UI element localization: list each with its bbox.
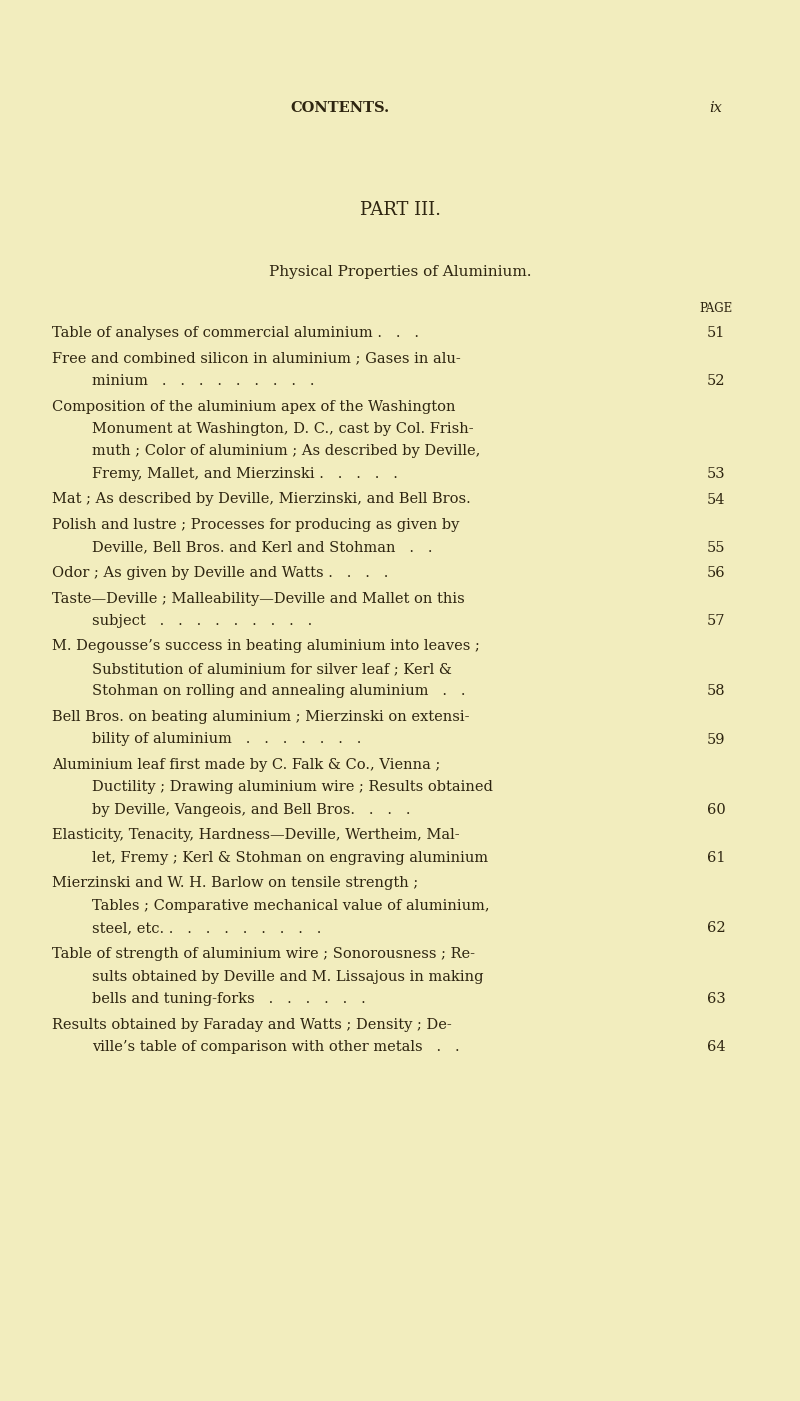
Text: 54: 54: [706, 493, 726, 507]
Text: sults obtained by Deville and M. Lissajous in making: sults obtained by Deville and M. Lissajo…: [92, 969, 483, 984]
Text: bells and tuning-forks   .   .   .   .   .   .: bells and tuning-forks . . . . . .: [92, 992, 366, 1006]
Text: 60: 60: [706, 803, 726, 817]
Text: Mat ; As described by Deville, Mierzinski, and Bell Bros.: Mat ; As described by Deville, Mierzinsk…: [52, 493, 470, 507]
Text: let, Fremy ; Kerl & Stohman on engraving aluminium: let, Fremy ; Kerl & Stohman on engraving…: [92, 850, 488, 864]
Text: 51: 51: [707, 326, 725, 340]
Text: Ductility ; Drawing aluminium wire ; Results obtained: Ductility ; Drawing aluminium wire ; Res…: [92, 780, 493, 794]
Text: 61: 61: [706, 850, 726, 864]
Text: 63: 63: [706, 992, 726, 1006]
Text: 59: 59: [706, 733, 726, 747]
Text: 52: 52: [706, 374, 726, 388]
Text: ville’s table of comparison with other metals   .   .: ville’s table of comparison with other m…: [92, 1040, 460, 1054]
Text: Deville, Bell Bros. and Kerl and Stohman   .   .: Deville, Bell Bros. and Kerl and Stohman…: [92, 541, 433, 555]
Text: Physical Properties of Aluminium.: Physical Properties of Aluminium.: [269, 265, 531, 279]
Text: subject   .   .   .   .   .   .   .   .   .: subject . . . . . . . . .: [92, 614, 312, 628]
Text: minium   .   .   .   .   .   .   .   .   .: minium . . . . . . . . .: [92, 374, 314, 388]
Text: Stohman on rolling and annealing aluminium   .   .: Stohman on rolling and annealing alumini…: [92, 685, 466, 699]
Text: Polish and lustre ; Processes for producing as given by: Polish and lustre ; Processes for produc…: [52, 518, 459, 532]
Text: steel, etc. .   .   .   .   .   .   .   .   .: steel, etc. . . . . . . . . .: [92, 922, 322, 936]
Text: Free and combined silicon in aluminium ; Gases in alu-: Free and combined silicon in aluminium ;…: [52, 352, 461, 366]
Text: CONTENTS.: CONTENTS.: [290, 101, 390, 115]
Text: Elasticity, Tenacity, Hardness—Deville, Wertheim, Mal-: Elasticity, Tenacity, Hardness—Deville, …: [52, 828, 460, 842]
Text: bility of aluminium   .   .   .   .   .   .   .: bility of aluminium . . . . . . .: [92, 733, 362, 747]
Text: 62: 62: [706, 922, 726, 936]
Text: 56: 56: [706, 566, 726, 580]
Text: Substitution of aluminium for silver leaf ; Kerl &: Substitution of aluminium for silver lea…: [92, 663, 452, 677]
Text: muth ; Color of aluminium ; As described by Deville,: muth ; Color of aluminium ; As described…: [92, 444, 480, 458]
Text: 55: 55: [706, 541, 726, 555]
Text: Table of analyses of commercial aluminium .   .   .: Table of analyses of commercial aluminiu…: [52, 326, 419, 340]
Text: ix: ix: [710, 101, 722, 115]
Text: 57: 57: [706, 614, 726, 628]
Text: Table of strength of aluminium wire ; Sonorousness ; Re-: Table of strength of aluminium wire ; So…: [52, 947, 475, 961]
Text: 58: 58: [706, 685, 726, 699]
Text: Aluminium leaf first made by C. Falk & Co., Vienna ;: Aluminium leaf first made by C. Falk & C…: [52, 758, 440, 772]
Text: PAGE: PAGE: [699, 301, 733, 314]
Text: Bell Bros. on beating aluminium ; Mierzinski on extensi-: Bell Bros. on beating aluminium ; Mierzi…: [52, 710, 470, 724]
Text: Fremy, Mallet, and Mierzinski .   .   .   .   .: Fremy, Mallet, and Mierzinski . . . . .: [92, 467, 398, 481]
Text: Taste—Deville ; Malleability—Deville and Mallet on this: Taste—Deville ; Malleability—Deville and…: [52, 591, 465, 605]
Text: by Deville, Vangeois, and Bell Bros.   .   .   .: by Deville, Vangeois, and Bell Bros. . .…: [92, 803, 410, 817]
Text: 64: 64: [706, 1040, 726, 1054]
Text: Composition of the aluminium apex of the Washington: Composition of the aluminium apex of the…: [52, 399, 455, 413]
Text: 53: 53: [706, 467, 726, 481]
Text: Results obtained by Faraday and Watts ; Density ; De-: Results obtained by Faraday and Watts ; …: [52, 1017, 452, 1031]
Text: M. Degousse’s success in beating aluminium into leaves ;: M. Degousse’s success in beating alumini…: [52, 639, 480, 653]
Text: PART III.: PART III.: [359, 200, 441, 219]
Text: Tables ; Comparative mechanical value of aluminium,: Tables ; Comparative mechanical value of…: [92, 899, 490, 913]
Text: Odor ; As given by Deville and Watts .   .   .   .: Odor ; As given by Deville and Watts . .…: [52, 566, 388, 580]
Text: Mierzinski and W. H. Barlow on tensile strength ;: Mierzinski and W. H. Barlow on tensile s…: [52, 877, 418, 891]
Text: Monument at Washington, D. C., cast by Col. Frish-: Monument at Washington, D. C., cast by C…: [92, 422, 474, 436]
